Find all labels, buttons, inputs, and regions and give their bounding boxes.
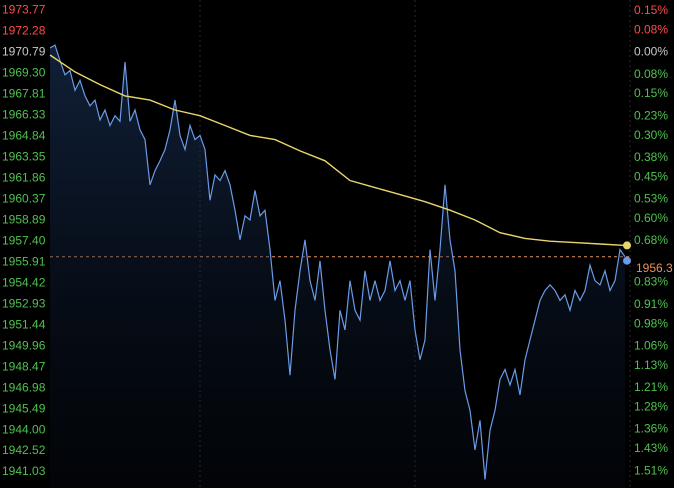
y2-tick-label: 0.15%: [634, 3, 668, 17]
y2-tick-label: 0.53%: [634, 192, 668, 206]
y-tick-label: 1945.49: [2, 401, 46, 415]
y2-tick-label: 1.43%: [634, 441, 668, 455]
y2-tick-label: 0.08%: [634, 22, 668, 36]
y2-tick-label: 0.23%: [634, 108, 668, 122]
y-tick-label: 1946.98: [2, 380, 46, 394]
price-end-dot: [623, 256, 631, 265]
average-end-dot: [623, 241, 631, 250]
y-tick-label: 1948.47: [2, 359, 46, 373]
y2-tick-label: 1.06%: [634, 338, 668, 352]
y2-tick-label: 1.51%: [634, 463, 668, 477]
y-tick-label: 1952.93: [2, 296, 46, 310]
y-tick-label: 1961.86: [2, 170, 46, 184]
y-tick-label: 1970.79: [2, 44, 46, 58]
y2-tick-label: 1.28%: [634, 399, 668, 413]
y-tick-label: 1963.35: [2, 149, 46, 163]
y2-tick-label: 1.36%: [634, 422, 668, 436]
y2-tick-label: 0.08%: [634, 67, 668, 81]
y-tick-label: 1958.89: [2, 212, 46, 226]
y-tick-label: 1967.81: [2, 87, 46, 101]
y-tick-label: 1955.91: [2, 254, 46, 268]
y2-tick-label: 0.15%: [634, 86, 668, 100]
last-price-label: 1956.3: [636, 261, 673, 275]
y2-tick-label: 0.60%: [634, 211, 668, 225]
y2-tick-label: 0.98%: [634, 316, 668, 330]
y-tick-label: 1972.28: [2, 23, 46, 37]
y-tick-label: 1973.77: [2, 2, 46, 16]
price-area: [50, 45, 625, 488]
y2-tick-label: 0.00%: [634, 45, 668, 59]
y-tick-label: 1951.44: [2, 317, 46, 331]
y2-tick-label: 0.45%: [634, 169, 668, 183]
y-tick-label: 1960.37: [2, 191, 46, 205]
y2-tick-label: 0.83%: [634, 275, 668, 289]
y-tick-label: 1942.52: [2, 443, 46, 457]
average-line: [49, 54, 626, 247]
y-tick-label: 1954.42: [2, 275, 46, 289]
y2-tick-label: 0.68%: [634, 233, 668, 247]
y-tick-label: 1949.96: [2, 338, 46, 352]
y-tick-label: 1964.84: [2, 128, 46, 142]
last-price-box: [632, 260, 674, 277]
y-tick-label: 1944.00: [2, 422, 46, 436]
y-tick-label: 1966.33: [2, 107, 46, 121]
y2-tick-label: 1.13%: [634, 358, 668, 372]
y-tick-label: 1969.30: [2, 66, 46, 80]
y2-tick-label: 1.21%: [634, 380, 668, 394]
price-line: [49, 44, 626, 480]
y2-tick-label: 0.91%: [634, 297, 668, 311]
y-tick-label: 1957.40: [2, 233, 46, 247]
y2-tick-label: 0.38%: [634, 150, 668, 164]
y-tick-label: 1941.03: [2, 464, 46, 478]
y2-tick-label: 0.30%: [634, 128, 668, 142]
